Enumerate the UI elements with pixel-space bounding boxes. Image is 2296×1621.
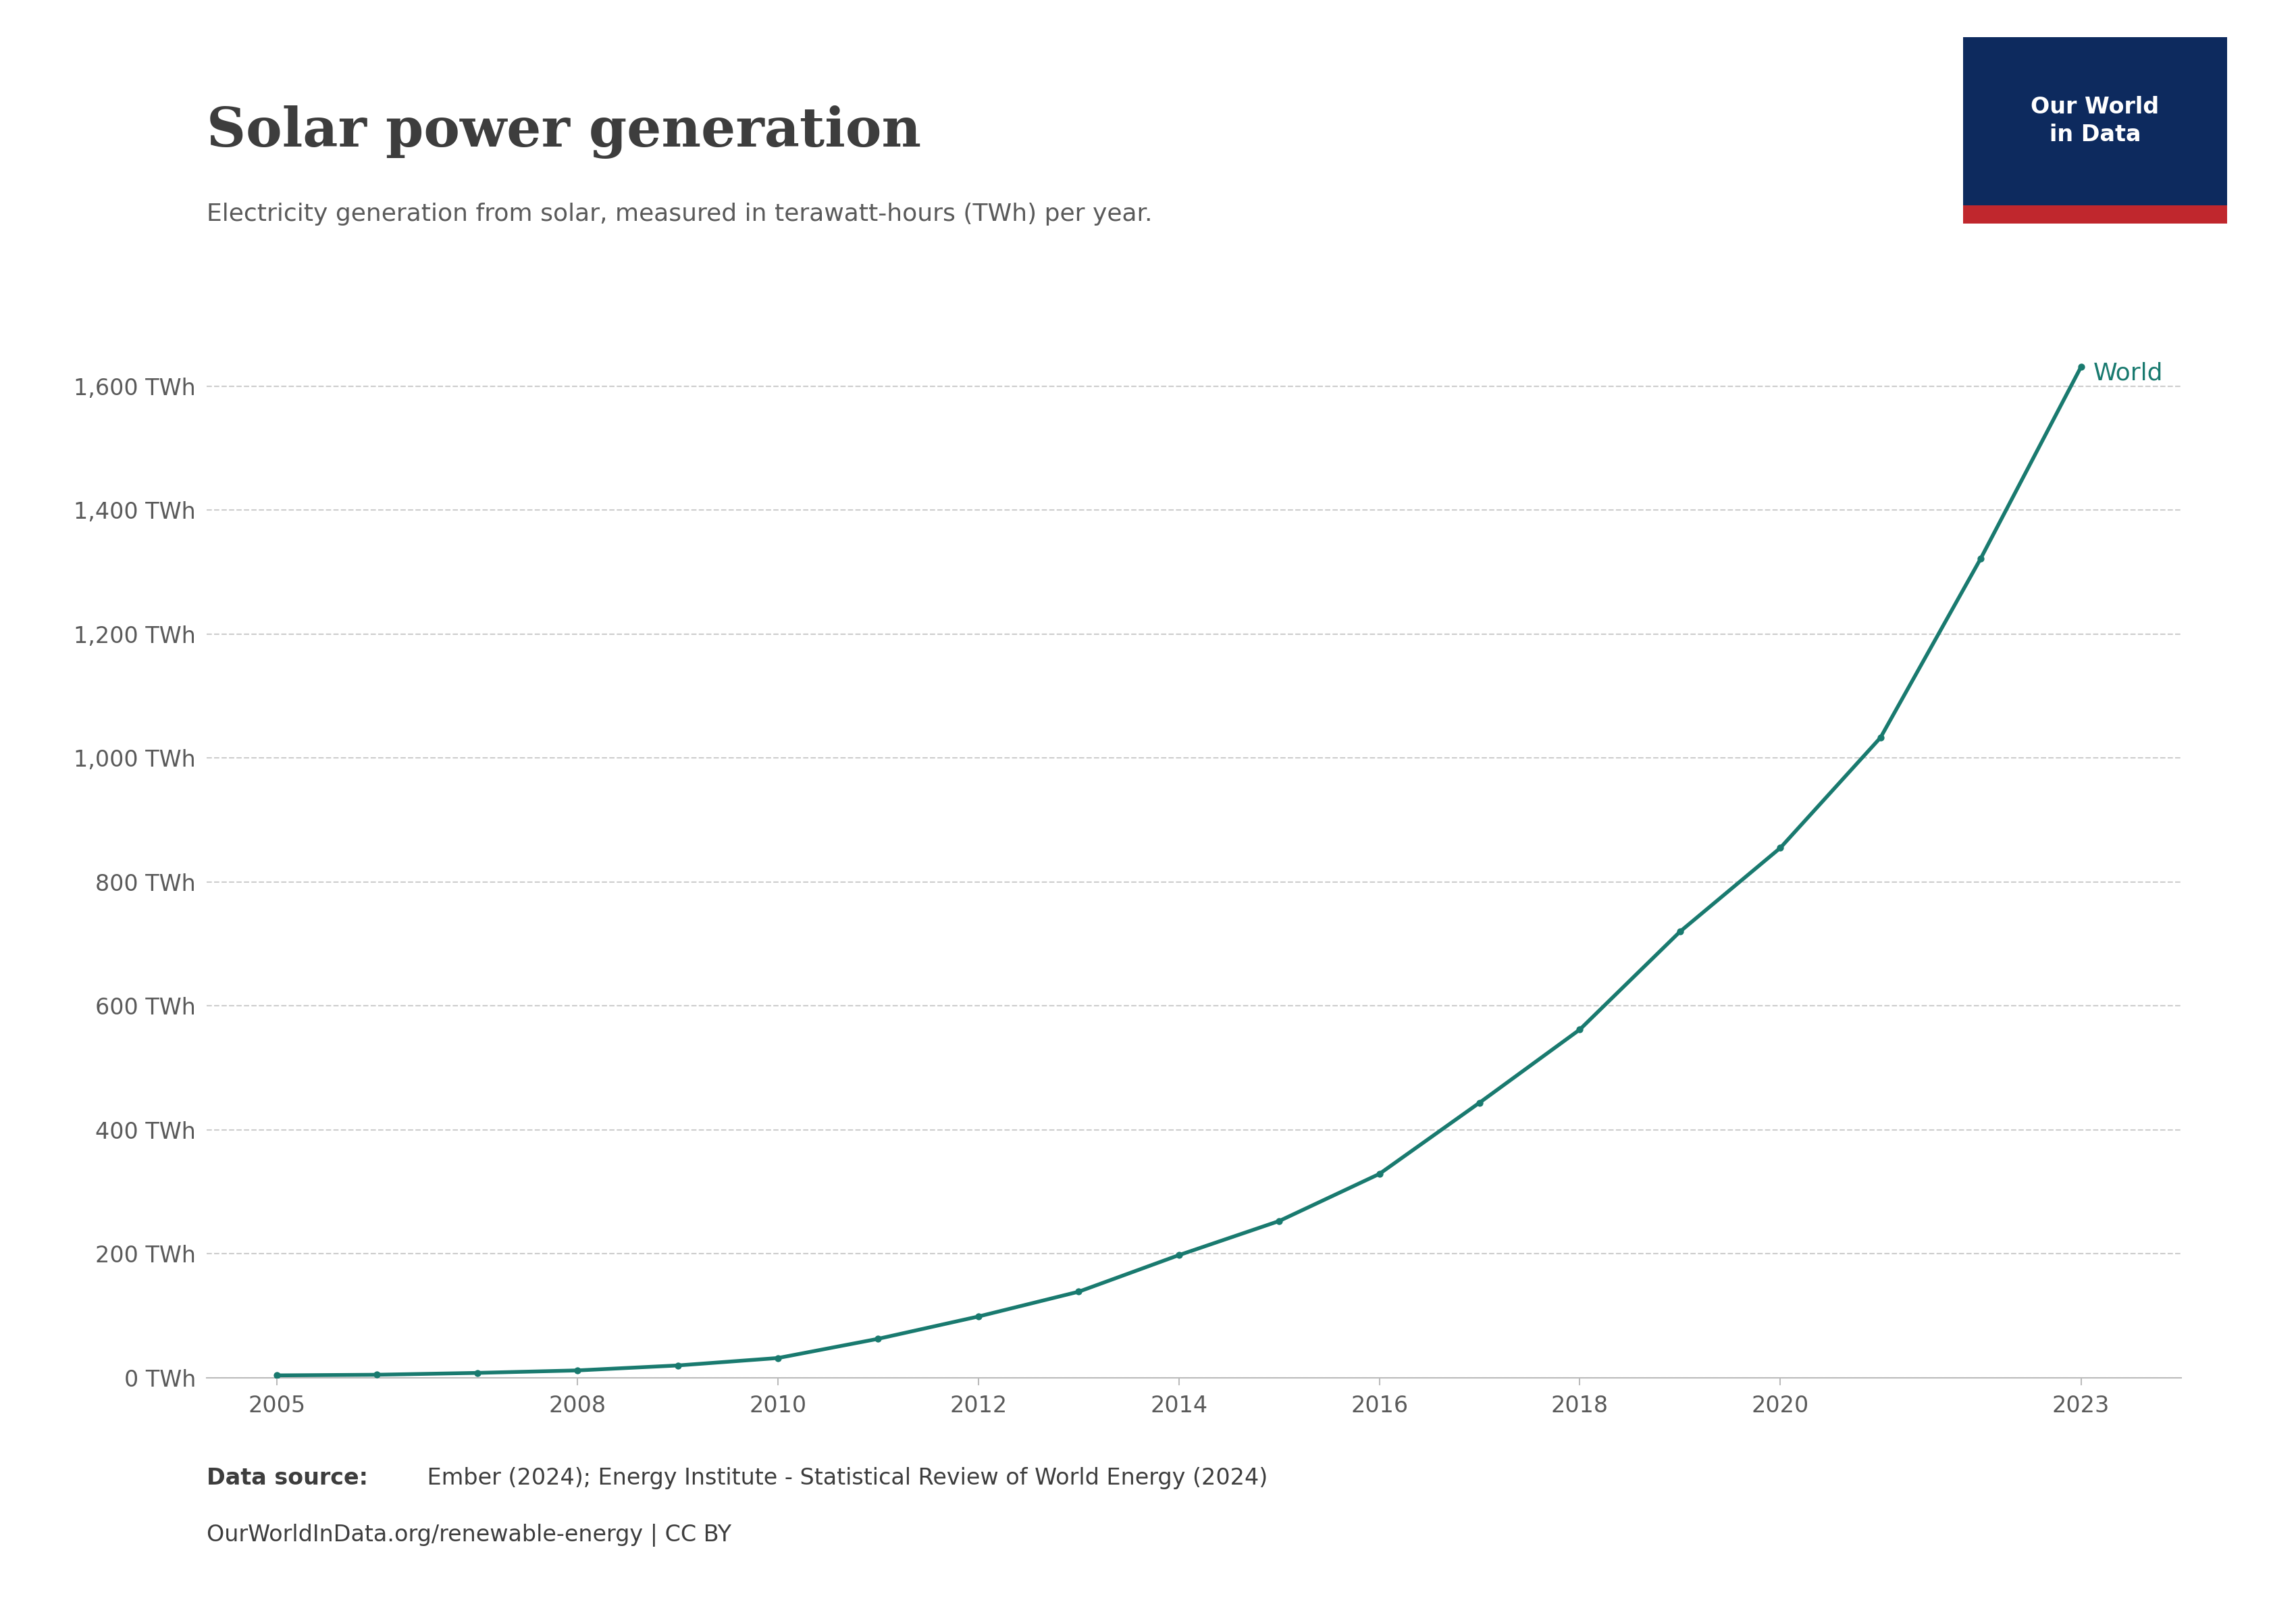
Point: [960, 1303, 996, 1329]
Point: [1460, 1089, 1497, 1115]
Point: [358, 1362, 395, 1388]
Text: World: World: [2094, 361, 2163, 384]
Text: Electricity generation from solar, measured in terawatt-hours (TWh) per year.: Electricity generation from solar, measu…: [207, 203, 1153, 225]
Point: [659, 1352, 696, 1378]
Point: [859, 1326, 895, 1352]
Text: OurWorldInData.org/renewable-energy | CC BY: OurWorldInData.org/renewable-energy | CC…: [207, 1524, 732, 1546]
Point: [1159, 1242, 1196, 1268]
Point: [2062, 353, 2099, 379]
Point: [1963, 546, 2000, 572]
Point: [1362, 1161, 1398, 1187]
Point: [560, 1357, 597, 1383]
Text: Ember (2024); Energy Institute - Statistical Review of World Energy (2024): Ember (2024); Energy Institute - Statist…: [420, 1467, 1267, 1490]
Point: [1761, 835, 1798, 861]
Point: [1261, 1208, 1297, 1234]
Text: Solar power generation: Solar power generation: [207, 105, 921, 159]
Point: [459, 1360, 496, 1386]
Point: [1061, 1279, 1097, 1305]
Point: [1862, 725, 1899, 751]
Point: [259, 1362, 296, 1388]
Text: Our World
in Data: Our World in Data: [2032, 96, 2158, 146]
Point: [1662, 919, 1699, 945]
Point: [1561, 1016, 1598, 1042]
Text: Data source:: Data source:: [207, 1467, 367, 1490]
Point: [760, 1345, 797, 1371]
